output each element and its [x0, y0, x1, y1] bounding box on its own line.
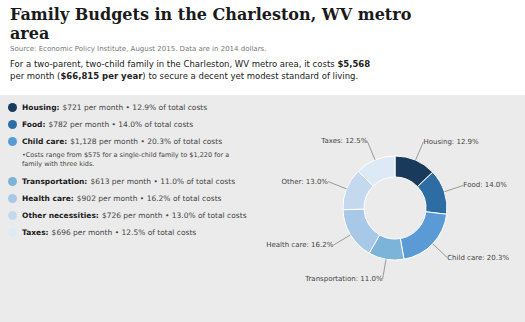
- svg-text:Taxes: 12.5%: Taxes: 12.5%: [320, 137, 367, 145]
- html-text:•Costs range from $575 for a s: •Costs range from $575 for a single-chil…: [22, 151, 230, 168]
- html-text:Taxes: $696 per month • 12.5%: Taxes: $696 per month • 12.5% of total c…: [22, 228, 197, 237]
- svg-text:Housing: 12.9%: Housing: 12.9%: [423, 138, 479, 146]
- html-text:Family Budgets in the Charlest: Family Budgets in the Charleston, WV met…: [10, 5, 412, 43]
- svg-text:Food: 14.0%: Food: 14.0%: [463, 181, 507, 189]
- html-text:Housing: $721 per month • 12.9: Housing: $721 per month • 12.9% of total…: [22, 103, 208, 112]
- html-text:Source: Economic Policy Instit: Source: Economic Policy Institute, Augus…: [10, 45, 267, 53]
- svg-text:Transportation: 11.0%: Transportation: 11.0%: [304, 275, 383, 283]
- html-text:For a two-parent, two-child fa: For a two-parent, two-child family in th…: [10, 59, 371, 69]
- html-text:Child care: $1,128 per month •: Child care: $1,128 per month • 20.3% of …: [22, 137, 223, 146]
- html-text:Health care: $902 per month •: Health care: $902 per month • 16.2% of t…: [22, 194, 222, 203]
- html-text:per month ($66,815 per year) t: per month ($66,815 per year) to secure a…: [10, 71, 359, 81]
- svg-text:Health care: 16.2%: Health care: 16.2%: [266, 241, 334, 249]
- svg-text:Child care: 20.3%: Child care: 20.3%: [447, 254, 509, 262]
- html-text:Other necessities: $726 per mo: Other necessities: $726 per month • 13.0…: [22, 211, 247, 220]
- html-text:Food: $782 per month • 14.0% o: Food: $782 per month • 14.0% of total co…: [22, 120, 194, 129]
- html-text:Transportation: $613 per month: Transportation: $613 per month • 11.0% o…: [22, 177, 235, 186]
- svg-text:Other: 13.0%: Other: 13.0%: [281, 178, 328, 186]
